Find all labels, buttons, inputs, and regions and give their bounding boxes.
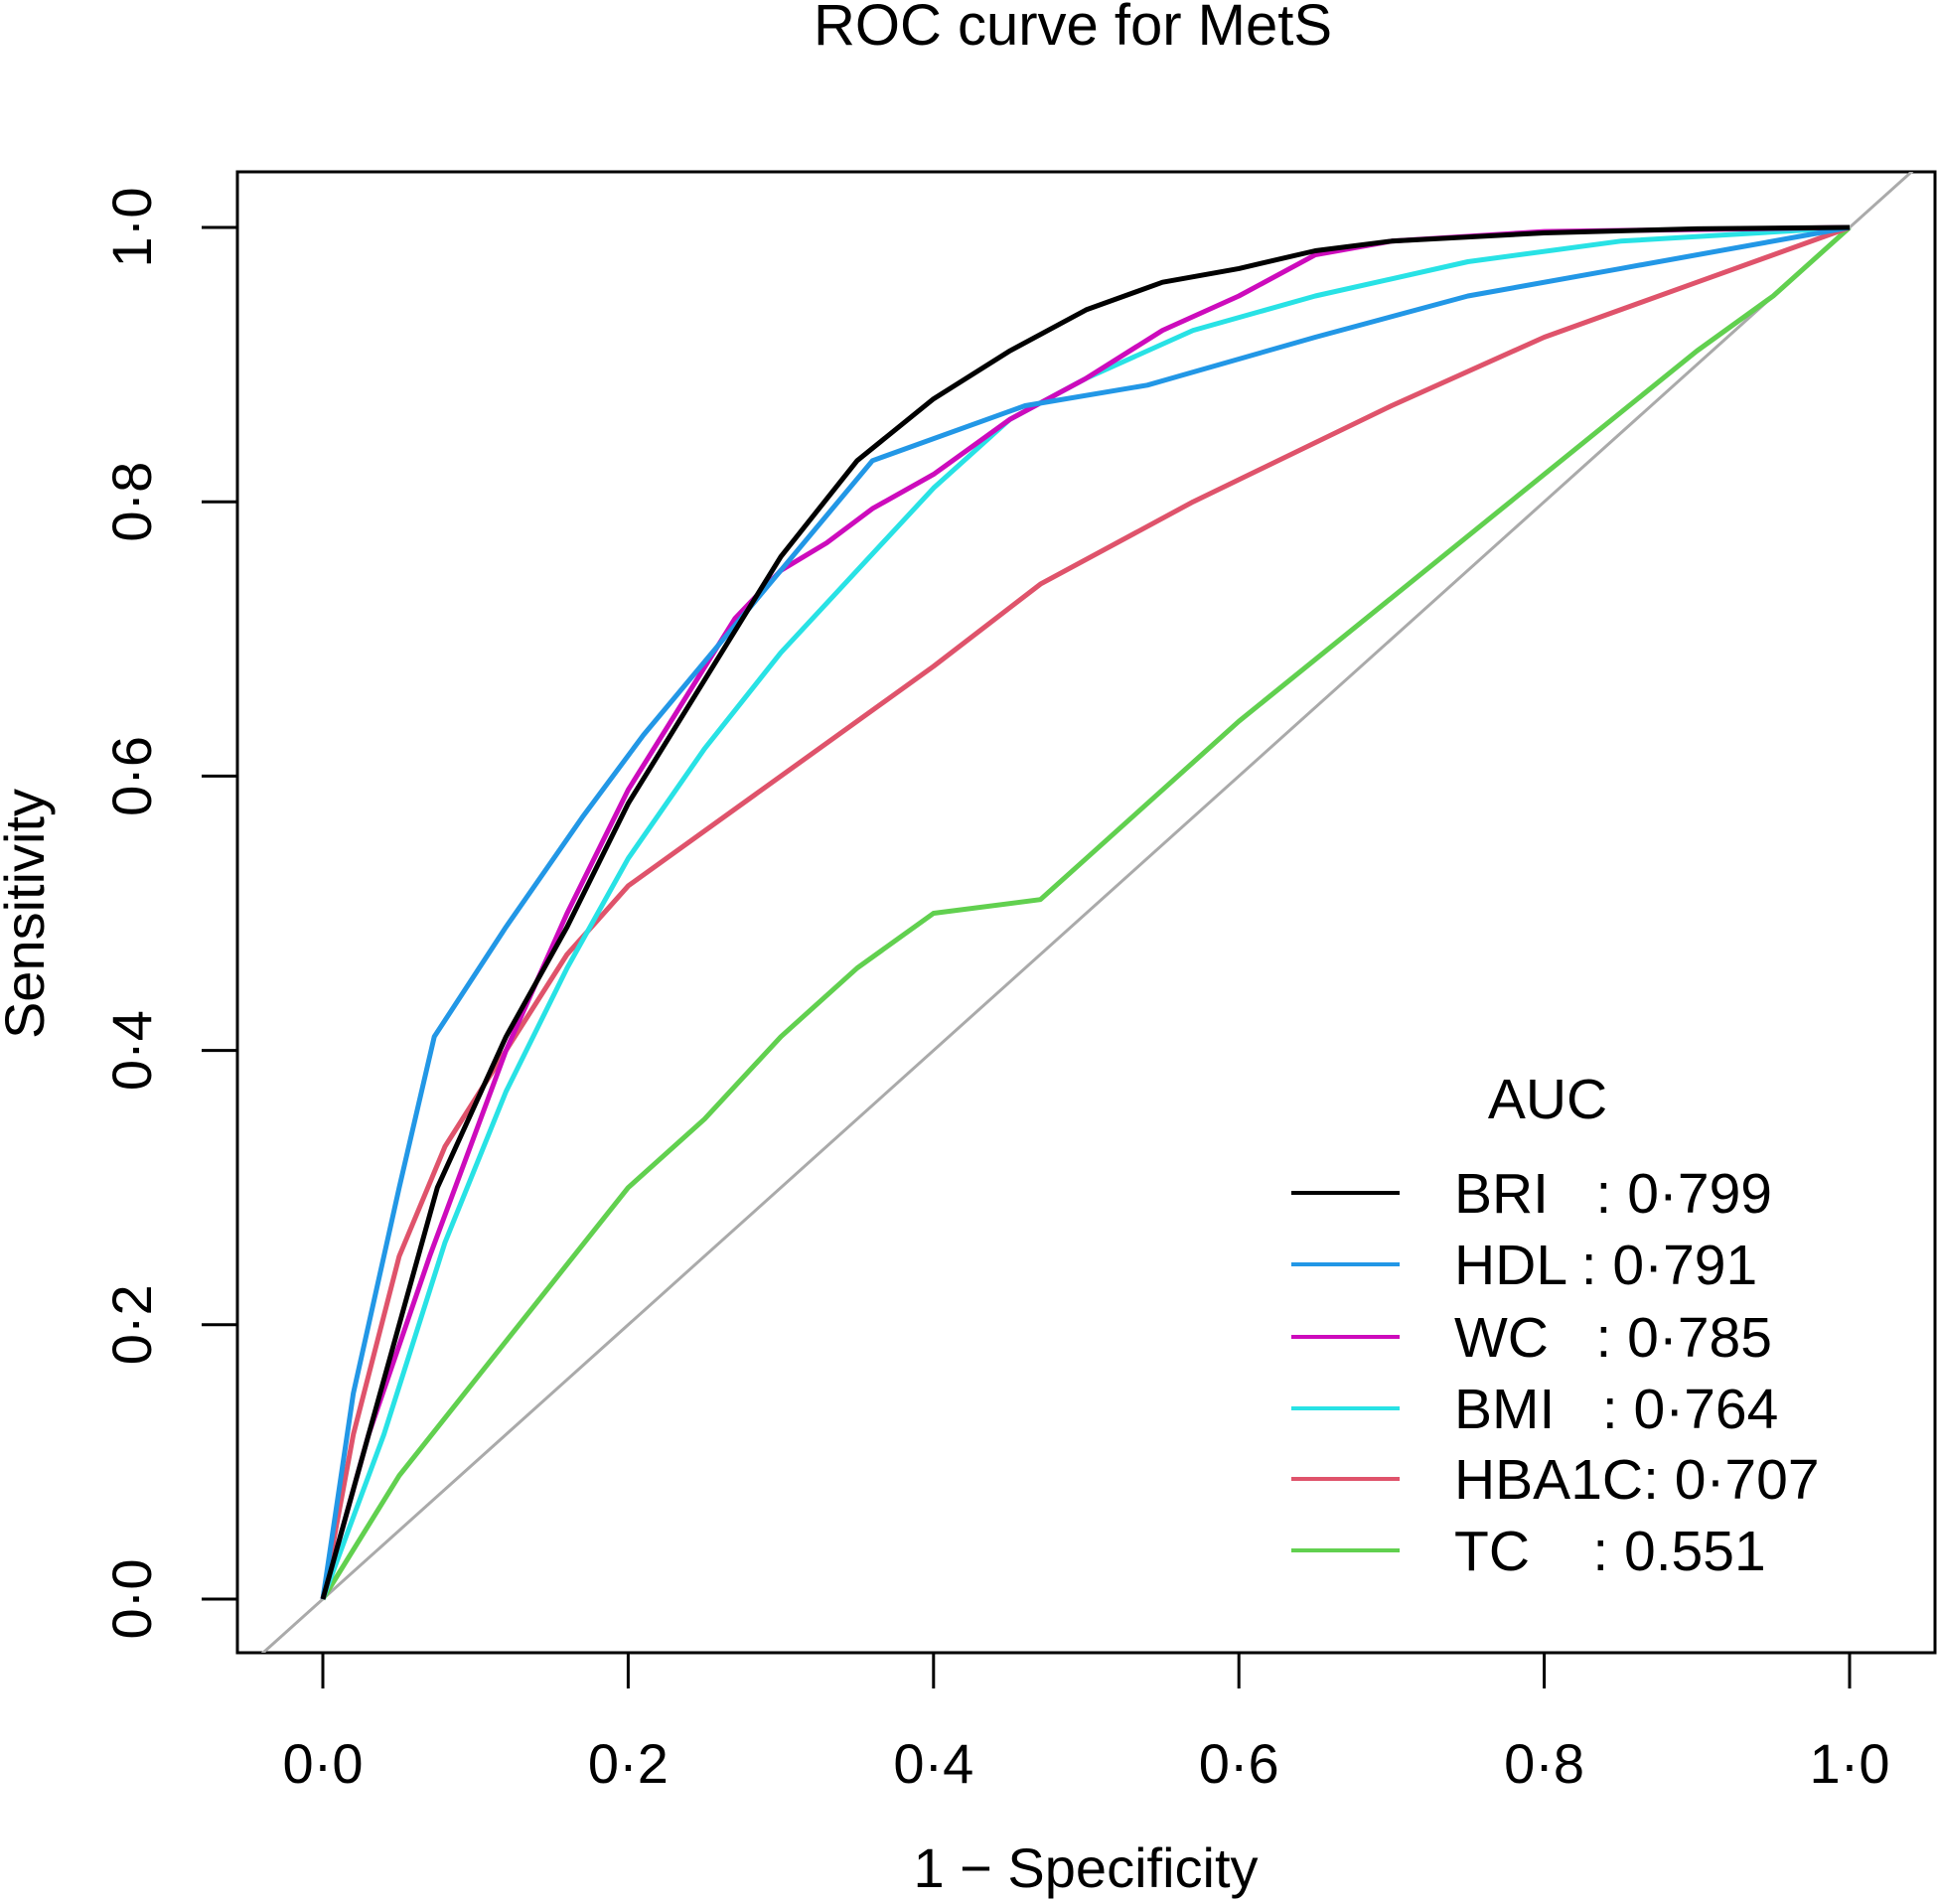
x-tick-label: 0·2 <box>588 1732 669 1795</box>
x-tick-label: 1·0 <box>1810 1732 1890 1795</box>
roc-curve-bmi <box>320 224 1851 1600</box>
y-tick-label: 0·8 <box>100 462 163 542</box>
legend-entry-hdl: HDL : 0·791 <box>1454 1234 1757 1297</box>
roc-curve-hdl <box>320 224 1851 1600</box>
legend-entry-bri: BRI : 0·799 <box>1454 1162 1772 1226</box>
x-axis-label: 1 − Specificity <box>913 1836 1258 1899</box>
x-tick-label: 0·6 <box>1199 1732 1279 1795</box>
y-axis: 0·0 0·2 0·4 0·6 0·8 1·0 <box>100 188 239 1640</box>
y-tick-label: 0·0 <box>100 1559 163 1640</box>
legend-entry-hba1c: HBA1C: 0·707 <box>1454 1448 1820 1512</box>
legend-title: AUC <box>1488 1068 1607 1131</box>
series-group <box>320 224 1852 1601</box>
roc-curve-wc <box>320 224 1851 1600</box>
roc-curve-tc <box>320 225 1852 1601</box>
roc-curve-bri <box>320 224 1851 1600</box>
y-tick-label: 0·2 <box>100 1284 163 1365</box>
legend-entry-wc: WC : 0·785 <box>1454 1306 1772 1370</box>
y-tick-label: 0·4 <box>100 1010 163 1091</box>
y-tick-label: 1·0 <box>100 188 163 268</box>
legend: AUC BRI : 0·799 HDL : 0·791 WC : 0·785 BMI … <box>1291 1068 1820 1583</box>
chart-title: ROC curve for MetS <box>814 0 1332 58</box>
legend-entry-tc: TC : 0.551 <box>1454 1520 1766 1583</box>
x-tick-label: 0·0 <box>283 1732 364 1795</box>
y-tick-label: 0·6 <box>100 736 163 816</box>
y-axis-label: Sensitivity <box>0 789 56 1039</box>
roc-curve-hba1c <box>320 224 1851 1600</box>
x-tick-label: 0·4 <box>893 1732 973 1795</box>
legend-entry-bmi: BMI : 0·764 <box>1454 1378 1778 1441</box>
x-tick-label: 0·8 <box>1504 1732 1584 1795</box>
x-axis: 0·0 0·2 0·4 0·6 0·8 1·0 <box>283 1651 1890 1795</box>
reference-diagonal <box>260 172 1914 1653</box>
